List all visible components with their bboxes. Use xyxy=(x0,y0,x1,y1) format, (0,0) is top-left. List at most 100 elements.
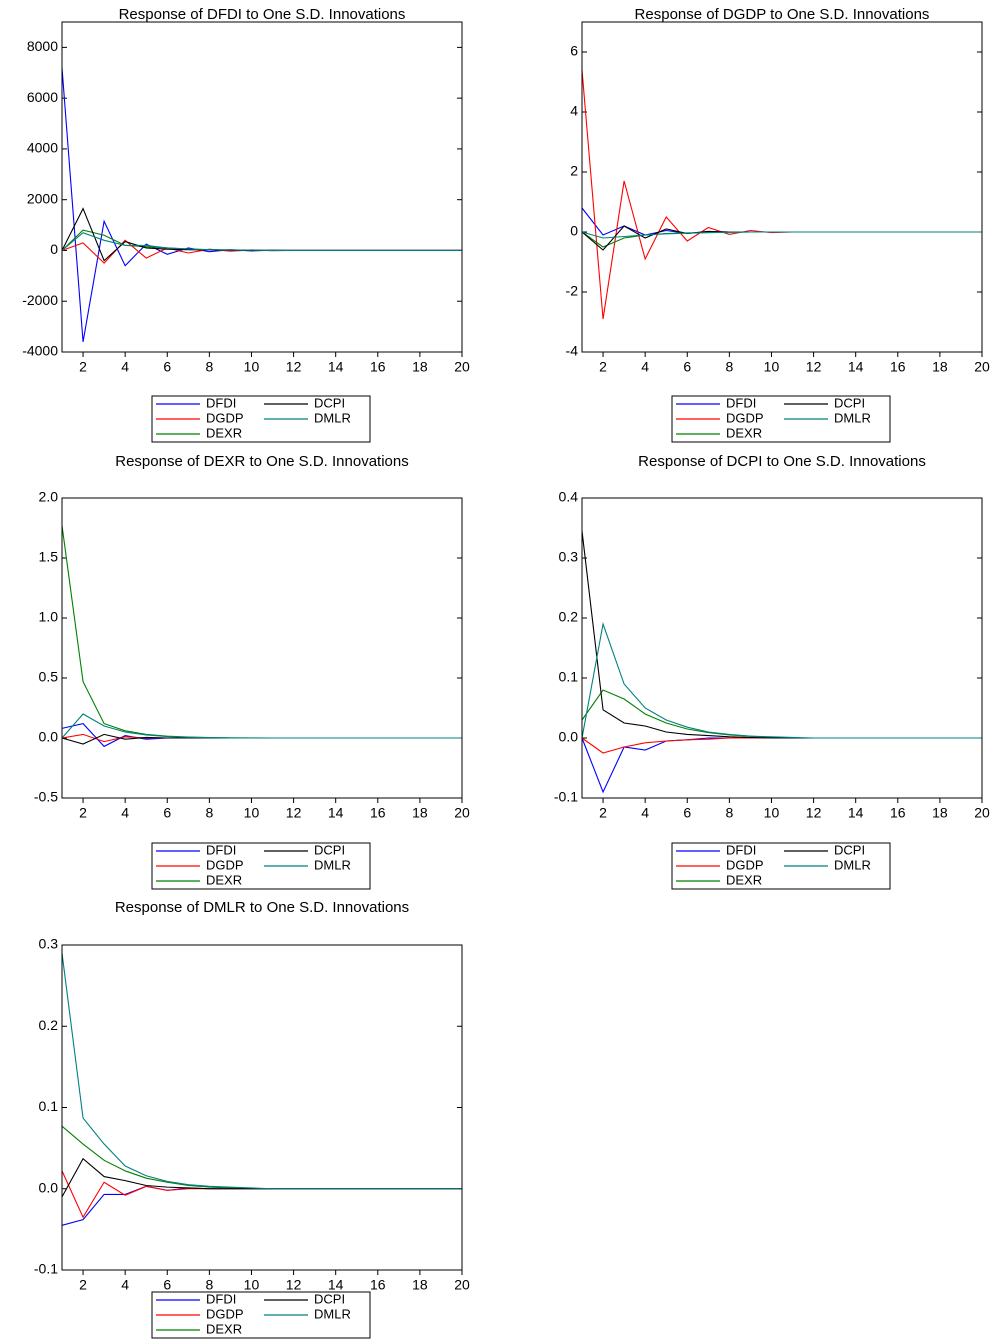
panel: Response of DGDP to One S.D. Innovations… xyxy=(566,6,990,443)
y-tick-label: 1.5 xyxy=(39,549,59,565)
x-tick-label: 20 xyxy=(454,805,470,821)
legend-label: DEXR xyxy=(206,872,242,887)
x-tick-label: 14 xyxy=(328,805,344,821)
y-tick-label: 0.5 xyxy=(39,669,59,685)
x-tick-label: 10 xyxy=(764,805,780,821)
legend-label: DEXR xyxy=(726,425,762,440)
series-line xyxy=(61,733,462,745)
x-tick-label: 6 xyxy=(683,359,691,375)
plot-frame xyxy=(61,21,463,353)
panel: Response of DEXR to One S.D. Innovations… xyxy=(34,453,470,890)
x-tick-label: 12 xyxy=(286,1277,302,1293)
legend-label: DFDI xyxy=(206,1291,236,1306)
series-line xyxy=(61,232,462,252)
series-line xyxy=(581,689,982,739)
y-tick-label: 0.2 xyxy=(39,1017,59,1033)
series-line xyxy=(61,229,462,252)
y-tick-label: 0.4 xyxy=(559,489,579,505)
x-tick-label: 16 xyxy=(370,1277,386,1293)
x-tick-label: 8 xyxy=(725,359,733,375)
y-tick-label: 2.0 xyxy=(39,489,59,505)
chart-title: Response of DEXR to One S.D. Innovations xyxy=(115,453,409,470)
x-tick-label: 20 xyxy=(974,805,990,821)
y-tick-label: 0.0 xyxy=(559,729,579,745)
legend-label: DFDI xyxy=(206,842,236,857)
chart-title: Response of DMLR to One S.D. Innovations xyxy=(115,899,409,916)
x-tick-label: 4 xyxy=(641,359,649,375)
x-tick-label: 16 xyxy=(890,359,906,375)
x-tick-label: 8 xyxy=(205,359,213,375)
y-tick-label: 0.1 xyxy=(39,1098,59,1114)
plot-frame xyxy=(61,497,463,799)
y-tick-label: 0.2 xyxy=(559,609,579,625)
y-tick-label: -4000 xyxy=(22,343,58,359)
chart-title: Response of DGDP to One S.D. Innovations xyxy=(635,6,930,23)
series-line xyxy=(61,1157,462,1198)
series-line xyxy=(581,69,982,320)
legend-box xyxy=(671,842,891,890)
plot-frame xyxy=(581,21,983,353)
legend-label: DMLR xyxy=(314,857,351,872)
series-line xyxy=(61,207,462,262)
x-tick-label: 8 xyxy=(205,1277,213,1293)
legend-label: DGDP xyxy=(726,857,764,872)
legend-label: DEXR xyxy=(726,872,762,887)
x-tick-label: 6 xyxy=(683,805,691,821)
x-tick-label: 20 xyxy=(454,1277,470,1293)
panel: Response of DCPI to One S.D. Innovations… xyxy=(554,453,990,890)
series-line xyxy=(581,530,982,739)
y-tick-label: -0.5 xyxy=(34,789,58,805)
x-tick-label: 8 xyxy=(205,805,213,821)
x-tick-label: 16 xyxy=(370,805,386,821)
x-tick-label: 12 xyxy=(806,805,822,821)
x-tick-label: 4 xyxy=(121,805,129,821)
x-tick-label: 2 xyxy=(599,805,607,821)
y-tick-label: 0.3 xyxy=(559,549,579,565)
x-tick-label: 12 xyxy=(286,805,302,821)
legend-label: DEXR xyxy=(206,425,242,440)
y-tick-label: 0.0 xyxy=(39,729,59,745)
legend-label: DCPI xyxy=(834,395,865,410)
panel: Response of DMLR to One S.D. Innovations… xyxy=(34,899,470,1339)
x-tick-label: 6 xyxy=(163,1277,171,1293)
legend-label: DGDP xyxy=(206,410,244,425)
legend-label: DFDI xyxy=(726,842,756,857)
x-tick-label: 18 xyxy=(412,805,428,821)
legend-label: DGDP xyxy=(726,410,764,425)
x-tick-label: 14 xyxy=(328,359,344,375)
x-tick-label: 4 xyxy=(121,359,129,375)
y-tick-label: 0.0 xyxy=(39,1179,59,1195)
legend-box xyxy=(151,395,371,443)
series-line xyxy=(61,722,462,748)
plot-frame xyxy=(581,497,983,799)
panel: Response of DFDI to One S.D. Innovations… xyxy=(22,6,470,443)
chart-title: Response of DCPI to One S.D. Innovations xyxy=(638,453,926,470)
series-line xyxy=(61,953,462,1190)
legend-box xyxy=(151,1291,371,1339)
y-tick-label: 4 xyxy=(570,103,578,119)
x-tick-label: 2 xyxy=(599,359,607,375)
series-line xyxy=(581,621,982,739)
y-tick-label: 2 xyxy=(570,163,578,179)
legend-label: DEXR xyxy=(206,1321,242,1336)
x-tick-label: 20 xyxy=(454,359,470,375)
x-tick-label: 18 xyxy=(412,1277,428,1293)
x-tick-label: 4 xyxy=(121,1277,129,1293)
y-tick-label: 6000 xyxy=(27,89,58,105)
x-tick-label: 14 xyxy=(848,805,864,821)
legend-box xyxy=(671,395,891,443)
y-tick-label: 8000 xyxy=(27,38,58,54)
x-tick-label: 12 xyxy=(806,359,822,375)
series-line xyxy=(61,713,462,739)
x-tick-label: 2 xyxy=(79,359,87,375)
x-tick-label: 6 xyxy=(163,359,171,375)
x-tick-label: 16 xyxy=(890,805,906,821)
y-tick-label: 0 xyxy=(570,223,578,239)
y-tick-label: 4000 xyxy=(27,140,58,156)
x-tick-label: 12 xyxy=(286,359,302,375)
y-tick-label: 1.0 xyxy=(39,609,59,625)
legend-label: DCPI xyxy=(834,842,865,857)
x-tick-label: 6 xyxy=(163,805,171,821)
series-line xyxy=(581,231,982,248)
x-tick-label: 18 xyxy=(412,359,428,375)
